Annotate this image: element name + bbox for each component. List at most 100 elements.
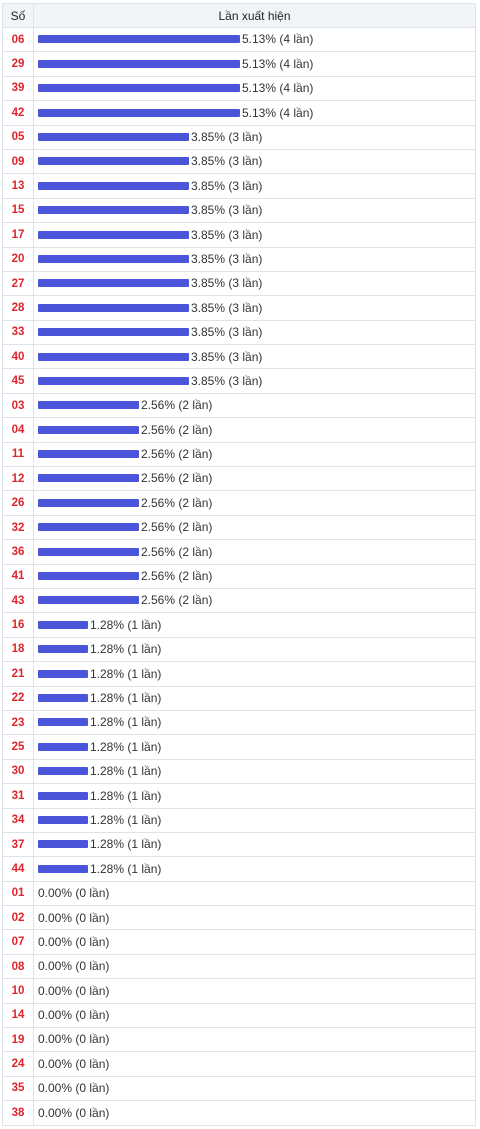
table-row: 30 1.28% (1 lần)	[2, 758, 476, 785]
row-number: 34	[2, 807, 34, 833]
row-number: 27	[2, 270, 34, 297]
table-row: 26 2.56% (2 lần)	[2, 490, 476, 516]
table-row: 16 1.28% (1 lần)	[2, 612, 476, 638]
row-bar-cell: 3.85% (3 lần)	[33, 368, 476, 394]
table-row: 12 2.56% (2 lần)	[2, 466, 476, 492]
table-row: 09 3.85% (3 lần)	[2, 148, 476, 175]
bar-mark	[38, 742, 88, 751]
row-bar-cell: 5.13% (4 lần)	[33, 26, 476, 53]
bar-value-label: 0.00% (0 lần)	[38, 1105, 110, 1120]
table-row: 27 3.85% (3 lần)	[2, 270, 476, 297]
bar-value-label: 3.85% (3 lần)	[191, 349, 263, 364]
header-number: Số	[2, 3, 34, 28]
bar-value-label: 1.28% (1 lần)	[90, 764, 162, 779]
row-bar-cell: 0.00% (0 lần)	[33, 1075, 476, 1102]
row-number: 26	[2, 490, 34, 516]
table-row: 41 2.56% (2 lần)	[2, 563, 476, 589]
row-number: 32	[2, 514, 34, 541]
bar-value-label: 2.56% (2 lần)	[141, 398, 213, 413]
row-bar-cell: 5.13% (4 lần)	[33, 51, 476, 77]
bar-value-label: 2.56% (2 lần)	[141, 544, 213, 559]
table-row: 02 0.00% (0 lần)	[2, 905, 476, 931]
row-bar-cell: 1.28% (1 lần)	[33, 856, 476, 882]
table-row: 06 5.13% (4 lần)	[2, 26, 476, 53]
row-bar-cell: 3.85% (3 lần)	[33, 246, 476, 272]
table-row: 37 1.28% (1 lần)	[2, 831, 476, 858]
row-number: 22	[2, 685, 34, 711]
bar-mark	[38, 376, 189, 385]
bar-mark	[38, 279, 189, 288]
bar-value-label: 0.00% (0 lần)	[38, 1081, 110, 1096]
table-row: 14 0.00% (0 lần)	[2, 1002, 476, 1029]
row-number: 38	[2, 1100, 34, 1126]
table-row: 44 1.28% (1 lần)	[2, 856, 476, 882]
table-row: 29 5.13% (4 lần)	[2, 51, 476, 77]
row-bar-cell: 3.85% (3 lần)	[33, 319, 476, 346]
bar-mark	[38, 108, 240, 117]
row-bar-cell: 2.56% (2 lần)	[33, 441, 476, 468]
bar-mark	[38, 157, 189, 166]
table-row: 20 3.85% (3 lần)	[2, 246, 476, 272]
row-number: 19	[2, 1027, 34, 1053]
row-number: 04	[2, 417, 34, 443]
table-row: 35 0.00% (0 lần)	[2, 1075, 476, 1102]
bar-mark	[38, 596, 139, 605]
header-count: Lần xuất hiện	[33, 3, 476, 28]
bar-mark	[38, 498, 139, 507]
row-number: 33	[2, 319, 34, 346]
bar-mark	[38, 645, 88, 654]
bar-mark	[38, 303, 189, 312]
table-row: 10 0.00% (0 lần)	[2, 978, 476, 1004]
row-bar-cell: 3.85% (3 lần)	[33, 295, 476, 321]
table-row: 21 1.28% (1 lần)	[2, 661, 476, 687]
row-bar-cell: 0.00% (0 lần)	[33, 1100, 476, 1126]
table-row: 23 1.28% (1 lần)	[2, 709, 476, 736]
bar-mark	[38, 840, 88, 849]
row-number: 20	[2, 246, 34, 272]
bar-mark	[38, 572, 139, 581]
bar-value-label: 3.85% (3 lần)	[191, 325, 263, 340]
bar-mark	[38, 815, 88, 824]
row-bar-cell: 0.00% (0 lần)	[33, 880, 476, 907]
bar-value-label: 2.56% (2 lần)	[141, 447, 213, 462]
row-number: 02	[2, 905, 34, 931]
row-bar-cell: 0.00% (0 lần)	[33, 929, 476, 955]
row-bar-cell: 1.28% (1 lần)	[33, 807, 476, 833]
row-bar-cell: 2.56% (2 lần)	[33, 466, 476, 492]
bar-value-label: 0.00% (0 lần)	[38, 959, 110, 974]
bar-value-label: 2.56% (2 lần)	[141, 471, 213, 486]
row-bar-cell: 3.85% (3 lần)	[33, 173, 476, 199]
row-number: 07	[2, 929, 34, 955]
row-bar-cell: 1.28% (1 lần)	[33, 685, 476, 711]
row-number: 21	[2, 661, 34, 687]
bar-mark	[38, 669, 88, 678]
bar-value-label: 1.28% (1 lần)	[90, 617, 162, 632]
bar-mark	[38, 328, 189, 337]
bar-mark	[38, 230, 189, 239]
row-number: 36	[2, 539, 34, 565]
row-number: 44	[2, 856, 34, 882]
row-bar-cell: 3.85% (3 lần)	[33, 222, 476, 248]
table-row: 11 2.56% (2 lần)	[2, 441, 476, 468]
row-number: 03	[2, 392, 34, 419]
bar-mark	[38, 35, 240, 44]
row-number: 40	[2, 344, 34, 370]
table-row: 28 3.85% (3 lần)	[2, 295, 476, 321]
row-number: 11	[2, 441, 34, 468]
row-bar-cell: 3.85% (3 lần)	[33, 344, 476, 370]
row-bar-cell: 0.00% (0 lần)	[33, 953, 476, 980]
bar-mark	[38, 133, 189, 142]
row-bar-cell: 1.28% (1 lần)	[33, 636, 476, 663]
bar-value-label: 5.13% (4 lần)	[242, 56, 314, 71]
row-number: 28	[2, 295, 34, 321]
bar-value-label: 2.56% (2 lần)	[141, 495, 213, 510]
bar-value-label: 1.28% (1 lần)	[90, 642, 162, 657]
bar-value-label: 0.00% (0 lần)	[38, 910, 110, 925]
row-bar-cell: 1.28% (1 lần)	[33, 783, 476, 809]
bar-value-label: 3.85% (3 lần)	[191, 178, 263, 193]
table-row: 42 5.13% (4 lần)	[2, 100, 476, 126]
row-bar-cell: 2.56% (2 lần)	[33, 490, 476, 516]
row-number: 18	[2, 636, 34, 663]
bar-mark	[38, 254, 189, 263]
row-bar-cell: 2.56% (2 lần)	[33, 392, 476, 419]
